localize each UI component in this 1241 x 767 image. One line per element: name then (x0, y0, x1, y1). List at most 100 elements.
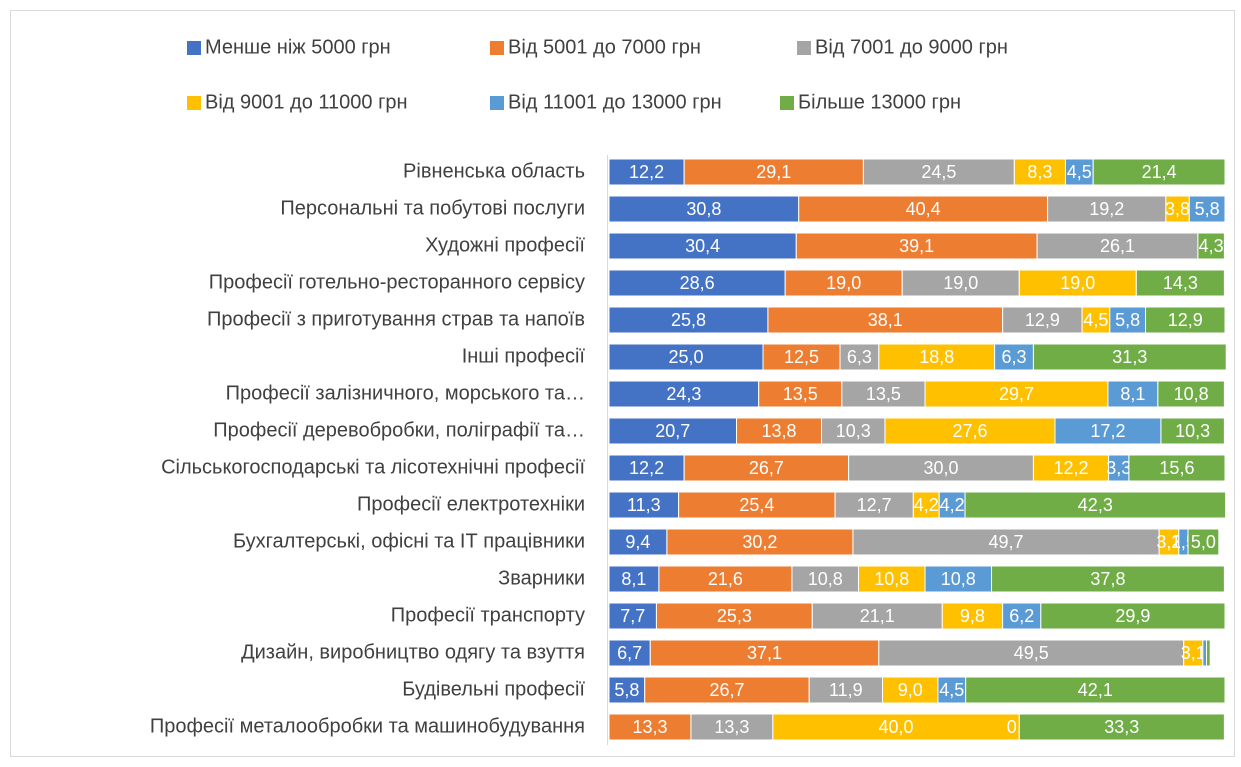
bar-segment (644, 676, 810, 704)
value-label: 25,4 (739, 495, 774, 515)
bar-segment (857, 565, 926, 593)
value-label: 12,2 (629, 458, 664, 478)
value-label: 5,8 (614, 680, 639, 700)
value-label: 29,9 (1115, 606, 1150, 626)
value-label: 10,3 (836, 421, 871, 441)
value-label: 5,8 (1115, 310, 1140, 330)
y-tick-label: Сільськогосподарські та лісотехнічні про… (161, 456, 585, 478)
bar-segment (938, 491, 966, 519)
value-label: 6,3 (1002, 347, 1027, 367)
value-label: 11,9 (829, 680, 863, 700)
value-label: 10,8 (808, 569, 843, 589)
value-label: 33,3 (1104, 717, 1139, 737)
bar-segment (1188, 195, 1226, 223)
value-label: 49,7 (988, 532, 1023, 552)
y-tick-label: Професії з приготування страв та напоїв (207, 308, 585, 330)
value-label: 19,0 (1060, 273, 1095, 293)
bar-segment (683, 158, 864, 186)
value-label: 13,3 (632, 717, 667, 737)
legend-swatch (780, 96, 794, 110)
value-label: 39,1 (899, 236, 934, 256)
value-label: 20,7 (655, 421, 690, 441)
y-tick-label: Бухгалтерські, офісні та ІТ працівники (233, 530, 585, 552)
value-label: 30,8 (686, 199, 721, 219)
value-label: 6,2 (1009, 606, 1034, 626)
bar-segment (1018, 269, 1137, 297)
value-label: 12,5 (784, 347, 819, 367)
bar-segment (1157, 380, 1225, 408)
bar-segment (852, 528, 1160, 556)
bar-segment (878, 343, 996, 371)
bar-segment (1002, 602, 1042, 630)
value-label: 3,3 (1106, 458, 1131, 478)
bar-segment (924, 565, 993, 593)
bar-segment (608, 639, 651, 667)
bar-segment (1032, 454, 1110, 482)
value-label: 13,5 (866, 384, 901, 404)
legend-swatch (490, 41, 504, 55)
value-label: 12,2 (629, 162, 664, 182)
value-label: 4,5 (1067, 162, 1092, 182)
bar-segment (848, 454, 1034, 482)
bar-segment (608, 158, 685, 186)
value-label: 49,5 (1014, 643, 1049, 663)
legend-label: Від 9001 до 11000 грн (205, 91, 408, 113)
bar-segment (834, 491, 914, 519)
value-label: 30,4 (685, 236, 720, 256)
bar-segment (811, 602, 943, 630)
value-label: 10,3 (1175, 421, 1210, 441)
bar-segment (1092, 158, 1226, 186)
bar-segment (795, 232, 1038, 260)
legend-label: Від 5001 до 7000 грн (508, 36, 701, 58)
bar-segment (1018, 713, 1225, 741)
bar-segment (901, 269, 1020, 297)
bar-segment (1187, 528, 1220, 556)
bar-segment (608, 417, 738, 445)
y-tick-label: Інші професії (462, 345, 586, 367)
value-label: 24,3 (666, 384, 701, 404)
value-label: 12,9 (1168, 310, 1203, 330)
y-tick-label: Професії деревобробки, поліграфії та… (213, 419, 585, 441)
value-label: 11,3 (627, 495, 661, 515)
value-label: 10,8 (941, 569, 976, 589)
value-label: 42,1 (1078, 680, 1113, 700)
legend-label: Менше ніж 5000 грн (205, 36, 391, 58)
bar-segment (1128, 454, 1226, 482)
value-label: 37,8 (1090, 569, 1125, 589)
bar-segment (608, 565, 660, 593)
value-label: 4,3 (1199, 236, 1224, 256)
bar-segment (762, 343, 841, 371)
value-label: 19,0 (826, 273, 861, 293)
bar-segment (608, 232, 797, 260)
legend-swatch (797, 41, 811, 55)
bar-segment (821, 417, 886, 445)
value-label: 26,7 (709, 680, 744, 700)
value-label: 40,0 (879, 717, 914, 737)
value-label: 26,7 (749, 458, 784, 478)
value-label: 8,1 (1120, 384, 1145, 404)
bar-segment (1107, 380, 1159, 408)
value-label: 31,3 (1112, 347, 1147, 367)
y-tick-label: Рівненська область (403, 160, 585, 182)
bar-segment (884, 417, 1056, 445)
y-tick-label: Будівельні професії (402, 678, 585, 700)
value-label: 42,3 (1078, 495, 1113, 515)
bar-segment (608, 713, 692, 741)
value-label: 3,8 (1165, 199, 1190, 219)
y-tick-label: Професії готельно-ресторанного сервісу (209, 271, 585, 293)
value-label: 5,8 (1195, 199, 1220, 219)
value-label: 21,6 (708, 569, 743, 589)
value-label: 12,7 (857, 495, 892, 515)
bar-segment (1109, 306, 1147, 334)
bar-segment (658, 565, 793, 593)
legend-swatch (187, 41, 201, 55)
bar-segment (1032, 343, 1227, 371)
bar-segment (1040, 602, 1226, 630)
value-label: 28,6 (680, 273, 715, 293)
value-label: 8,1 (621, 569, 646, 589)
bar-segment (791, 565, 859, 593)
value-label: 4,5 (1083, 310, 1108, 330)
value-label: 12,2 (1053, 458, 1088, 478)
y-tick-label: Художні професії (425, 234, 585, 256)
